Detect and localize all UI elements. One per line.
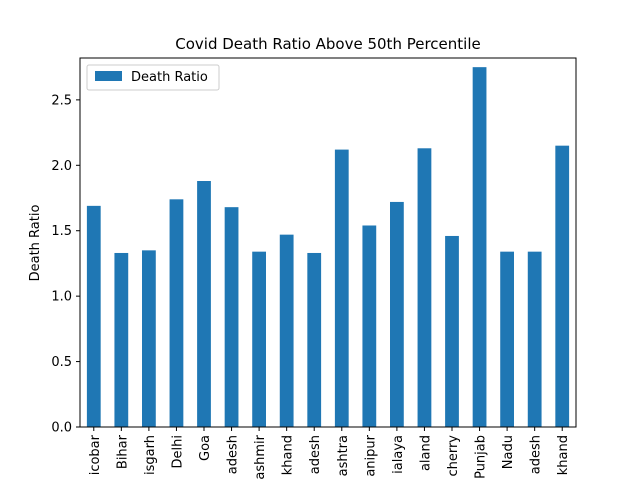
bar-14 xyxy=(472,67,487,427)
bar-9 xyxy=(334,149,349,427)
x-tick-label: ialaya xyxy=(391,435,406,474)
legend: Death Ratio xyxy=(86,64,220,91)
y-axis-label: Death Ratio xyxy=(28,205,43,282)
bar-6 xyxy=(252,251,266,427)
bar-12 xyxy=(417,148,432,428)
x-tick-label: Nadu xyxy=(501,435,516,469)
y-tick-label: 1.0 xyxy=(51,290,72,305)
x-tick-label: khand xyxy=(556,435,571,475)
plot-frame xyxy=(79,57,577,428)
bar-4 xyxy=(197,181,211,427)
x-tick-label: ashmir xyxy=(253,434,268,479)
legend-label: Death Ratio xyxy=(131,70,208,85)
bar-0 xyxy=(86,205,101,427)
x-tick-label: cherry xyxy=(446,435,461,477)
chart-title: Covid Death Ratio Above 50th Percentile xyxy=(175,35,480,53)
x-axis-ticks: icobar Bihar isgarh Delhi Goa adesh ashmir khan… xyxy=(88,427,571,480)
bar-15 xyxy=(500,251,514,427)
bar-16 xyxy=(527,251,542,427)
x-tick-label: adesh xyxy=(529,435,544,474)
y-tick-label: 1.5 xyxy=(51,224,72,239)
y-tick-label: 2.5 xyxy=(51,93,72,108)
x-tick-label: Bihar xyxy=(115,434,130,469)
bar-11 xyxy=(390,201,404,427)
bar-10 xyxy=(362,225,377,427)
bar-17 xyxy=(555,145,570,428)
x-tick-label: adesh xyxy=(308,435,323,474)
x-tick-label: anipur xyxy=(363,434,378,476)
x-tick-label: ashtra xyxy=(336,435,351,476)
bar-13 xyxy=(445,235,459,427)
x-tick-label: Punjab xyxy=(474,435,489,479)
y-tick-label: 0.5 xyxy=(51,355,72,370)
bars-group xyxy=(86,67,570,428)
x-tick-label: icobar xyxy=(88,434,103,475)
bar-3 xyxy=(169,199,184,427)
bar-8 xyxy=(307,252,322,427)
x-tick-label: khand xyxy=(281,435,296,475)
bar-5 xyxy=(224,207,239,427)
y-tick-label: 0.0 xyxy=(51,421,72,436)
bar-1 xyxy=(114,252,129,427)
legend-swatch xyxy=(95,71,122,81)
y-axis-ticks: 0.0 0.5 1.0 1.5 2.0 2.5 xyxy=(51,93,80,436)
x-tick-label: Goa xyxy=(198,435,213,461)
x-tick-label: adesh xyxy=(226,435,241,474)
bar-7 xyxy=(279,234,294,427)
x-tick-label: aland xyxy=(418,435,433,471)
x-tick-label: Delhi xyxy=(170,435,185,468)
y-tick-label: 2.0 xyxy=(51,159,72,174)
bar-2 xyxy=(142,250,156,427)
x-tick-label: isgarh xyxy=(143,435,158,475)
